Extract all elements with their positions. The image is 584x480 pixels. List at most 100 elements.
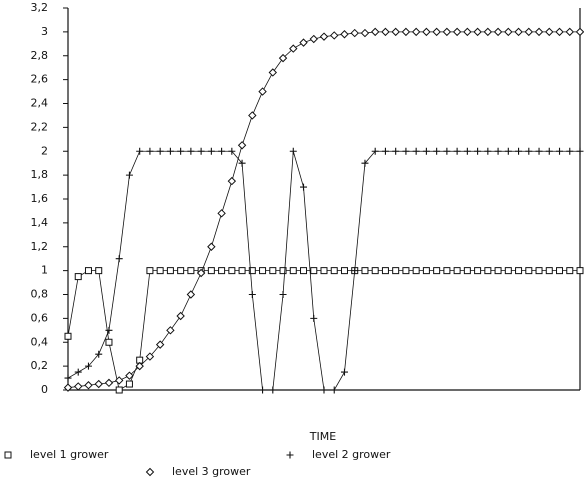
data-point <box>187 267 195 275</box>
data-point <box>300 183 308 191</box>
data-point <box>494 147 502 155</box>
data-point <box>289 267 297 275</box>
data-point <box>104 378 114 388</box>
data-point <box>422 27 431 37</box>
data-point <box>289 147 297 155</box>
data-point <box>463 147 471 155</box>
data-point <box>176 311 185 321</box>
data-point <box>545 267 553 275</box>
data-point <box>402 147 410 155</box>
data-point <box>177 147 185 155</box>
y-tick-label: 3 <box>41 25 48 38</box>
data-point <box>525 147 533 155</box>
data-point <box>64 374 72 382</box>
data-point <box>453 267 461 275</box>
data-point <box>320 386 328 394</box>
data-point <box>136 147 144 155</box>
data-point <box>463 27 472 37</box>
data-point <box>95 350 103 358</box>
y-tick-label: 0,4 <box>31 335 49 348</box>
data-point <box>105 326 113 334</box>
data-point <box>84 381 93 390</box>
data-point <box>319 32 329 41</box>
data-point <box>74 382 83 391</box>
data-point <box>566 147 574 155</box>
data-point <box>279 291 287 298</box>
data-point <box>514 27 523 37</box>
series-line <box>67 31 580 389</box>
data-point <box>493 27 503 37</box>
y-tick-label: 0,8 <box>31 288 49 301</box>
y-tick-label: 2 <box>41 144 48 157</box>
data-point <box>401 27 411 37</box>
data-point <box>504 27 513 37</box>
data-point <box>391 27 400 37</box>
data-point <box>156 147 164 155</box>
data-point <box>228 267 236 275</box>
y-tick-label: 0 <box>41 383 48 396</box>
data-point <box>166 326 175 335</box>
y-tick-label: 1,4 <box>31 216 49 229</box>
data-point <box>535 147 543 155</box>
y-tick-label: 2,8 <box>31 49 49 62</box>
data-point <box>474 267 482 275</box>
data-point <box>207 267 215 275</box>
data-point <box>207 242 216 251</box>
legend-label: level 1 grower <box>30 448 109 461</box>
data-point <box>340 267 348 275</box>
data-point <box>278 53 288 63</box>
data-point <box>279 267 287 275</box>
data-point <box>443 267 451 275</box>
series-line <box>67 270 580 391</box>
x-axis-label: TIME <box>309 430 336 443</box>
data-point <box>300 267 308 275</box>
data-point <box>433 267 441 275</box>
data-point <box>186 290 196 299</box>
data-point <box>238 159 246 167</box>
data-point <box>166 267 174 275</box>
data-point <box>320 267 328 275</box>
data-point <box>525 267 533 275</box>
data-point <box>392 267 400 275</box>
data-point <box>565 27 574 37</box>
data-point <box>228 147 236 155</box>
data-point <box>74 368 82 376</box>
y-tick-label: 3,2 <box>31 1 49 14</box>
data-point <box>259 386 267 394</box>
data-point <box>452 27 462 37</box>
data-point <box>361 159 369 167</box>
y-tick-label: 2,6 <box>31 73 49 86</box>
data-point <box>237 141 247 150</box>
data-point <box>115 255 123 263</box>
data-point <box>576 267 584 275</box>
data-point <box>556 147 564 155</box>
data-point <box>125 371 134 380</box>
data-point <box>545 147 553 155</box>
data-point <box>381 27 390 37</box>
data-point <box>269 386 277 394</box>
data-point <box>442 27 452 37</box>
y-tick-label: 0,2 <box>31 359 49 372</box>
data-point <box>196 268 206 278</box>
data-point <box>63 383 73 392</box>
data-point <box>484 267 492 275</box>
data-point <box>64 332 72 340</box>
data-point <box>177 267 185 275</box>
legend-label: level 2 grower <box>312 448 391 461</box>
data-point <box>248 111 257 120</box>
data-point <box>95 267 103 275</box>
data-point <box>411 27 421 37</box>
data-point <box>125 380 133 388</box>
data-point <box>556 267 564 275</box>
data-point <box>360 28 370 38</box>
data-point <box>310 267 318 275</box>
legend-label: level 3 grower <box>172 465 251 478</box>
data-point <box>412 147 420 155</box>
data-point <box>248 267 256 275</box>
y-tick-label: 0,6 <box>31 311 49 324</box>
data-point <box>504 147 512 155</box>
data-point <box>463 267 471 275</box>
data-point <box>371 147 379 155</box>
data-point <box>350 28 359 38</box>
